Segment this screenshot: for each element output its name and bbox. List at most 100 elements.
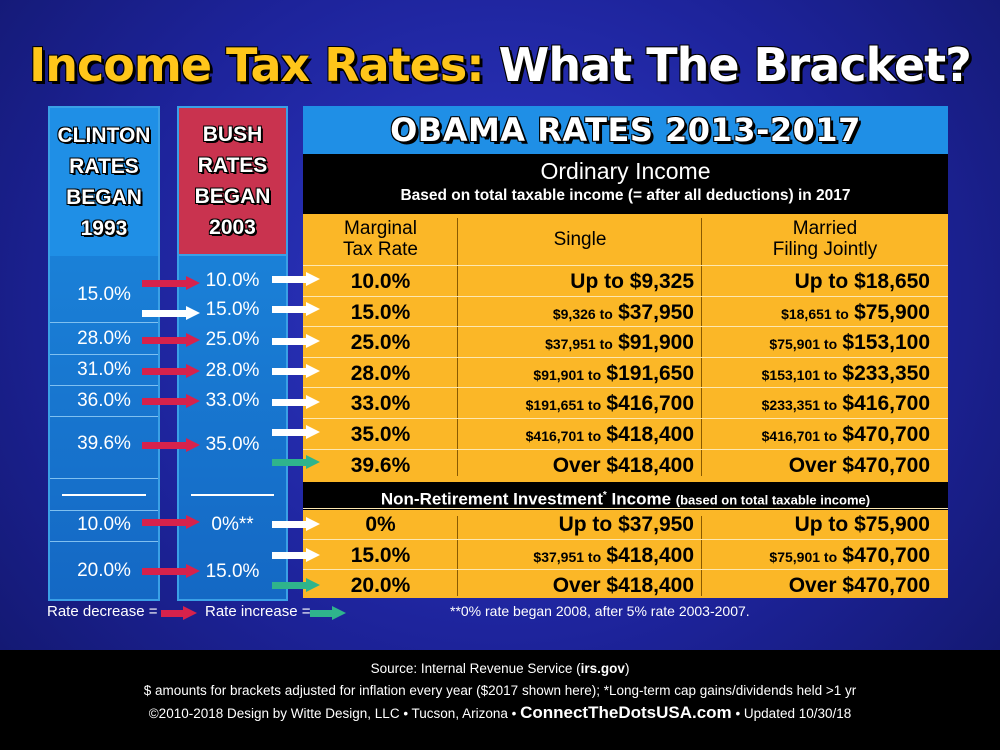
- invest-single-value: $418,400: [606, 543, 694, 567]
- column-divider: [457, 218, 458, 476]
- investment-income-bar: Non-Retirement Investment* Income (based…: [303, 482, 948, 510]
- invest-married-value: $470,700: [842, 543, 930, 567]
- ordinary-single-cell: $416,701 to $418,400: [458, 419, 702, 450]
- clinton-rate: 15.0%: [77, 284, 131, 305]
- rate-same-arrow-icon: [272, 548, 320, 562]
- bush-rate: 15.0%: [205, 561, 260, 582]
- invest-rate-cell: 15.0%: [350, 543, 411, 567]
- investment-title-a: Non-Retirement Investment: [380, 489, 603, 509]
- irs-link[interactable]: irs.gov: [580, 661, 625, 676]
- rate-decrease-arrow-icon: [142, 364, 200, 378]
- ordinary-married-value: $416,700: [842, 392, 930, 416]
- rate-same-arrow-icon: [272, 364, 320, 378]
- ordinary-single-cell: Over $418,400: [458, 450, 702, 481]
- legend-red-arrow: [161, 606, 197, 620]
- ordinary-married-cell: $233,351 to $416,700: [702, 388, 948, 419]
- ordinary-single-value: Over $418,400: [552, 453, 694, 477]
- ordinary-married-value: Over $470,700: [788, 453, 930, 477]
- rate-same-arrow-icon: [272, 425, 320, 439]
- ordinary-single-value: $91,900: [618, 331, 694, 355]
- row-divider: [303, 326, 948, 328]
- row-divider: [303, 418, 948, 419]
- clinton-rate: 28.0%: [77, 328, 131, 349]
- rate-same-arrow-icon: [272, 517, 320, 531]
- rate-same-arrow-icon: [272, 302, 320, 316]
- invest-single-value: Up to $37,950: [558, 513, 694, 536]
- bush-column: BUSH RATES BEGAN 2003 10.0% 15.0% 25.0% …: [177, 106, 288, 601]
- ordinary-rate-cell: 25.0%: [350, 331, 411, 355]
- row-divider: [303, 569, 948, 571]
- ordinary-married-value: $233,350: [842, 361, 930, 385]
- ordinary-married-value: $75,900: [854, 300, 930, 324]
- ordinary-married-cell: Up to $18,650: [702, 266, 948, 297]
- ordinary-married-value: $153,100: [842, 331, 930, 355]
- rate-decrease-arrow-icon: [142, 515, 200, 529]
- rate-same-arrow-icon: [272, 395, 320, 409]
- ordinary-single-prefix: $91,901 to: [533, 366, 602, 383]
- bush-rate: 28.0%: [205, 360, 260, 381]
- bush-rate: 35.0%: [205, 434, 260, 455]
- investment-title-b: Income: [606, 489, 672, 509]
- invest-single-prefix: $37,951 to: [533, 548, 602, 565]
- footnote: **0% rate began 2008, after 5% rate 2003…: [450, 603, 750, 619]
- divider: [50, 385, 158, 386]
- divider: [50, 478, 158, 479]
- ordinary-married-prefix: $153,101 to: [761, 366, 838, 383]
- ordinary-married-prefix: $233,351 to: [761, 397, 838, 414]
- row-divider: [303, 295, 948, 297]
- legend-green-arrow: [310, 606, 346, 620]
- invest-married-cell: Up to $75,900: [702, 509, 948, 540]
- row-divider: [303, 265, 948, 266]
- invest-married-cell: Over $470,700: [702, 570, 948, 601]
- rate-increase-arrow-icon: [272, 578, 320, 592]
- ordinary-single-cell: $191,651 to $416,700: [458, 388, 702, 419]
- invest-rate-cell: 0%: [365, 513, 396, 536]
- invest-single-cell: Up to $37,950: [458, 509, 702, 540]
- bush-rate: 0%**: [211, 514, 254, 535]
- invest-single-cell: Over $418,400: [458, 570, 702, 601]
- clinton-column: CLINTON RATES BEGAN 1993 15.0% 28.0% 31.…: [48, 106, 160, 601]
- obama-header: OBAMA RATES 2013-2017: [303, 106, 948, 154]
- rate-increase-arrow-icon: [272, 455, 320, 469]
- column-divider: [701, 516, 702, 596]
- invest-married-prefix: $75,901 to: [769, 548, 838, 565]
- rate-same-arrow-icon: [272, 334, 320, 348]
- investment-title-c: (based on total taxable income): [675, 492, 871, 508]
- invest-married-value: Up to $75,900: [794, 513, 930, 536]
- ordinary-rate-cell: 15.0%: [350, 300, 411, 324]
- ordinary-rate-cell: 35.0%: [350, 423, 411, 446]
- row-divider: [303, 538, 948, 540]
- ordinary-rate-cell: 10.0%: [350, 270, 411, 293]
- separator-dash: [191, 494, 274, 496]
- row-divider: [303, 356, 948, 358]
- rate-same-arrow-icon: [142, 306, 200, 320]
- column-divider: [457, 516, 458, 596]
- rate-decrease-arrow-icon: [142, 394, 200, 408]
- footer-note: $ amounts for brackets adjusted for infl…: [143, 683, 857, 698]
- clinton-rate: 36.0%: [77, 390, 131, 411]
- ordinary-married-prefix: $18,651 to: [781, 305, 849, 322]
- ordinary-single-prefix: $37,951 to: [545, 336, 613, 353]
- ordinary-rate-cell: 33.0%: [350, 392, 411, 416]
- rate-decrease-arrow-icon: [142, 276, 200, 290]
- ordinary-single-value: $416,700: [606, 392, 694, 416]
- ordinary-single-cell: $37,951 to $91,900: [458, 327, 702, 358]
- divider: [50, 416, 158, 417]
- invest-married-cell: $75,901 to $470,700: [702, 540, 948, 571]
- footer-credits: ©2010-2018 Design by Witte Design, LLC •…: [148, 703, 852, 722]
- column-divider: [701, 218, 702, 476]
- footer-source: Source: Internal Revenue Service (irs.go…: [370, 661, 630, 676]
- col-header-rate: Marginal Tax Rate: [343, 218, 418, 260]
- legend-increase: Rate increase =: [205, 603, 311, 620]
- ordinary-single-prefix: $416,701 to: [525, 428, 602, 444]
- ordinary-married-cell: $75,901 to $153,100: [702, 327, 948, 358]
- invest-rate-cell: 20.0%: [350, 574, 411, 598]
- site-link[interactable]: ConnectTheDotsUSA.com: [520, 703, 732, 722]
- ordinary-married-value: Up to $18,650: [794, 270, 930, 293]
- col-header-married: Married Filing Jointly: [772, 218, 878, 260]
- ordinary-single-cell: $91,901 to $191,650: [458, 358, 702, 389]
- ordinary-married-cell: Over $470,700: [702, 450, 948, 481]
- title-part1: Income Tax Rates:: [29, 38, 484, 92]
- ordinary-income-subtitle: Based on total taxable income (= after a…: [400, 187, 851, 204]
